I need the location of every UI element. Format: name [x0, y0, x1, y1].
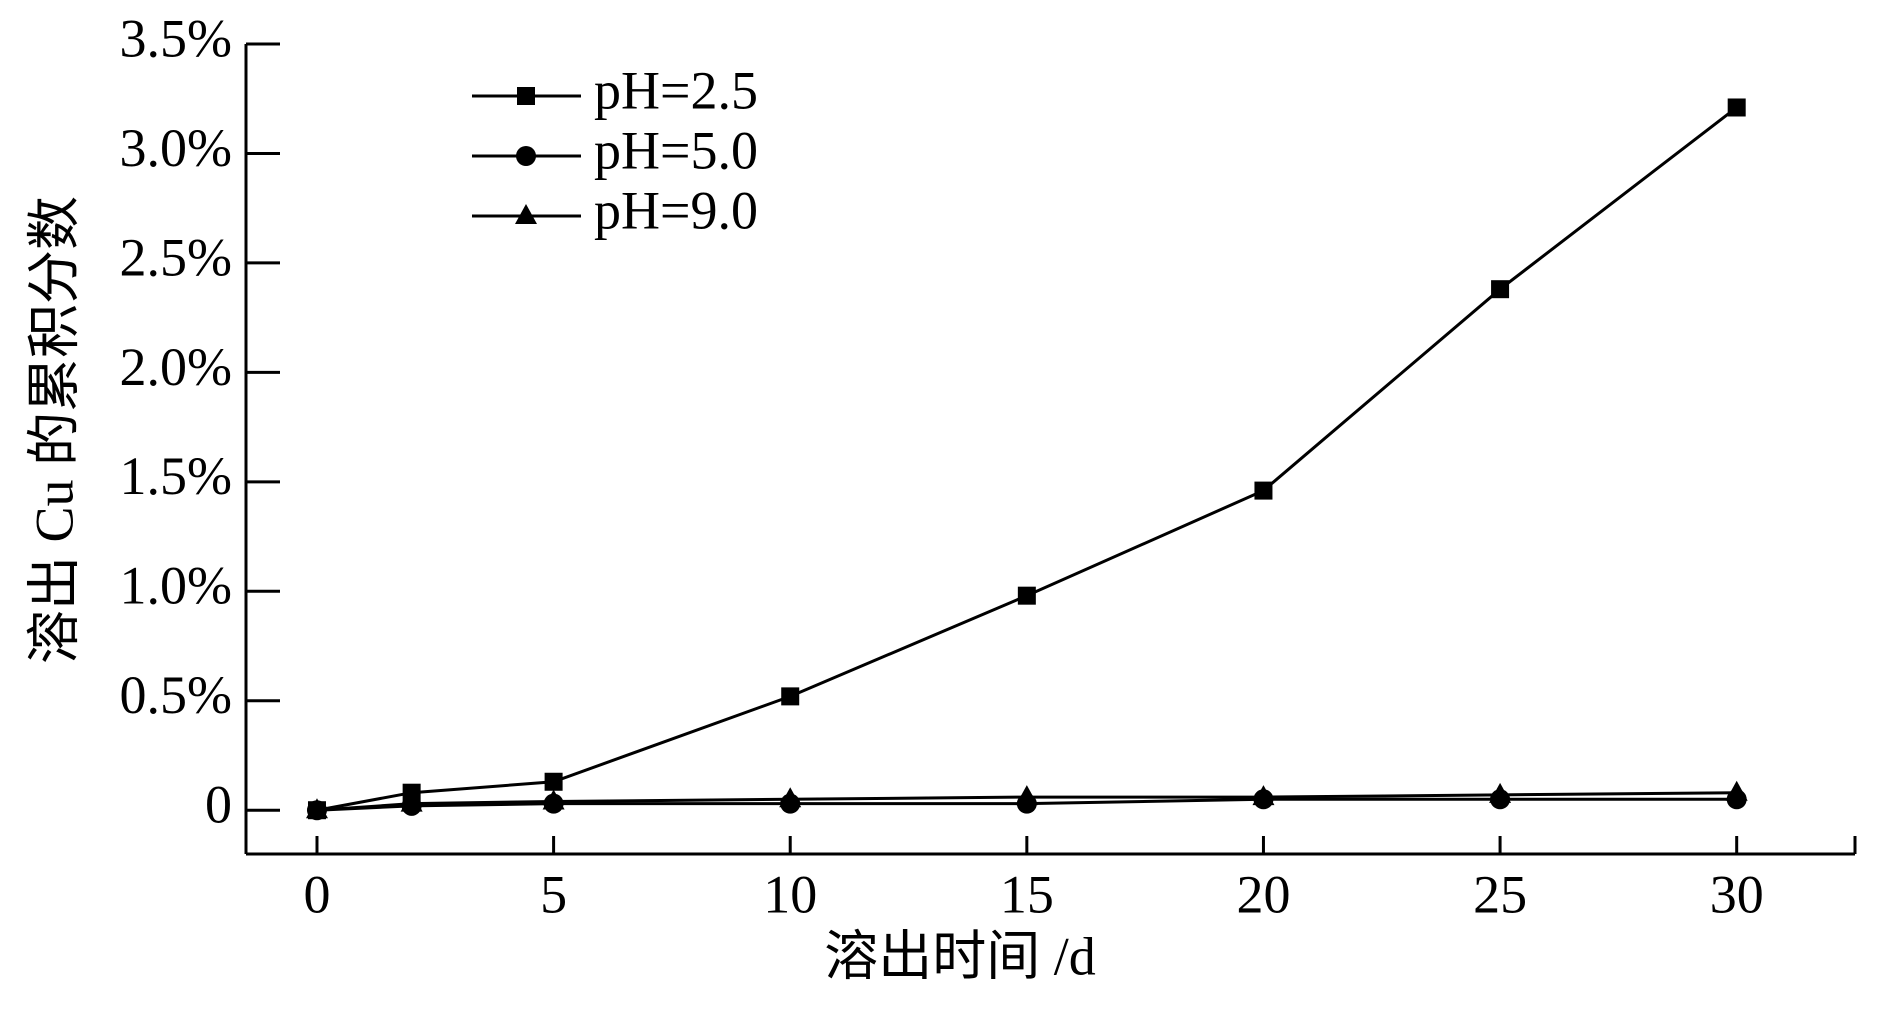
marker — [544, 772, 563, 791]
marker — [1015, 785, 1038, 806]
series-line — [316, 791, 1737, 812]
marker — [781, 687, 800, 706]
x-tick-label: 15 — [1000, 864, 1054, 924]
series-line — [316, 797, 1737, 812]
legend-label: pH=5.0 — [594, 120, 758, 180]
y-tick-label: 2.5% — [120, 227, 232, 287]
legend-marker — [517, 87, 535, 105]
legend-label: pH=9.0 — [594, 180, 758, 240]
legend-marker — [515, 204, 537, 224]
x-tick-label: 25 — [1473, 864, 1527, 924]
marker — [1489, 782, 1512, 803]
y-tick-label: 3.5% — [120, 8, 232, 68]
marker — [1727, 98, 1746, 117]
x-tick-label: 10 — [763, 864, 817, 924]
x-tick-label: 0 — [303, 864, 330, 924]
marker — [542, 789, 565, 810]
marker — [779, 787, 802, 808]
y-tick-label: 0 — [205, 775, 232, 835]
y-tick-label: 1.5% — [120, 446, 232, 506]
x-tick-label: 5 — [540, 864, 567, 924]
marker — [1017, 586, 1036, 605]
legend-marker — [516, 146, 536, 166]
marker — [1252, 785, 1275, 806]
marker — [305, 798, 328, 819]
x-axis-title: 溶出时间 /d — [824, 926, 1096, 986]
y-tick-label: 1.0% — [120, 556, 232, 616]
x-tick-label: 20 — [1236, 864, 1290, 924]
x-tick-label: 30 — [1710, 864, 1764, 924]
marker — [400, 791, 423, 812]
y-tick-label: 3.0% — [120, 118, 232, 178]
y-axis-title: 溶出 Cu 的累积分数 — [24, 196, 84, 664]
marker — [1491, 280, 1510, 299]
marker — [1254, 481, 1273, 500]
series-line — [316, 106, 1738, 812]
marker — [1725, 780, 1748, 801]
y-tick-label: 2.0% — [120, 337, 232, 397]
y-tick-label: 0.5% — [120, 665, 232, 725]
legend-label: pH=2.5 — [594, 60, 758, 120]
